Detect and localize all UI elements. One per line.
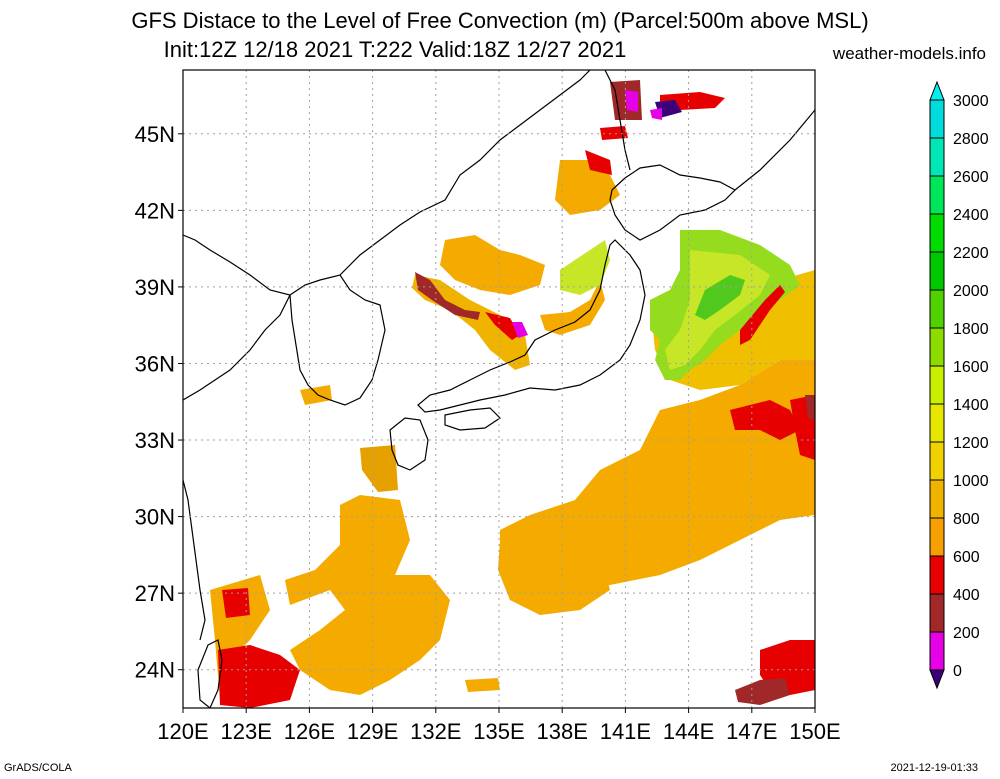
coast-kuril (734, 109, 815, 191)
shade-small-1 (465, 678, 500, 692)
colorbar-label: 1400 (953, 397, 989, 414)
colorbar-label: 2200 (953, 245, 989, 262)
colorbar: 0 200 400 600 800 1000 1200 1400 1600 1800 2000 220… (929, 80, 989, 690)
software-credit: GrADS/COLA (4, 762, 72, 774)
colorbar-bin (929, 175, 945, 215)
shade-magenta-soj (512, 322, 528, 338)
site-credit: weather-models.info (832, 44, 986, 63)
shade-green-honshu (560, 240, 610, 295)
coastlines (183, 70, 815, 708)
lat-tick-label: 24N (135, 658, 175, 683)
lon-tick-label: 138E (537, 719, 588, 744)
shade-south-band (285, 495, 450, 695)
colorbar-bin (929, 137, 945, 177)
coast-asia-mainland (183, 234, 291, 401)
shade-magenta-north (625, 90, 638, 112)
colorbar-bin (929, 327, 945, 367)
shade-small-2 (360, 445, 398, 492)
colorbar-label: 3000 (953, 93, 989, 110)
colorbar-label: 200 (953, 625, 980, 642)
colorbar-label: 2000 (953, 283, 989, 300)
shade-south-east (498, 530, 610, 615)
lat-tick-label: 42N (135, 198, 175, 223)
colorbar-label: 1200 (953, 435, 989, 452)
shade-red-north (585, 150, 612, 175)
lat-tick-label: 36N (135, 351, 175, 376)
lat-tick-label: 39N (135, 275, 175, 300)
axis-ticks: 24N 27N 30N 33N 36N 39N 42N 45N 120E 123E 126E 129E… (135, 122, 841, 744)
grid-lines (183, 70, 815, 708)
lon-tick-label: 129E (347, 719, 398, 744)
coast-hokkaido (609, 164, 736, 241)
shade-red-streak (740, 285, 785, 345)
colorbar-label: 1600 (953, 359, 989, 376)
coast-sakhalin (604, 70, 631, 171)
shade-brown-east (805, 395, 815, 420)
lon-tick-label: 123E (221, 719, 272, 744)
colorbar-label: 1800 (953, 321, 989, 338)
lon-tick-label: 135E (473, 719, 524, 744)
shade-sea-of-japan (440, 235, 545, 295)
lon-tick-label: 141E (600, 719, 651, 744)
lat-tick-label: 27N (135, 581, 175, 606)
colorbar-bin (929, 365, 945, 405)
colorbar-bin (929, 251, 945, 291)
colorbar-label: 2800 (953, 131, 989, 148)
shade-north-patch (555, 160, 620, 215)
lat-tick-label: 45N (135, 122, 175, 147)
coast-manchuria (339, 70, 591, 276)
shade-red-small (222, 588, 250, 618)
lat-tick-label: 33N (135, 428, 175, 453)
lon-tick-label: 147E (726, 719, 777, 744)
colorbar-label: 600 (953, 549, 980, 566)
lon-tick-label: 144E (663, 719, 714, 744)
colorbar-bin (929, 289, 945, 329)
colorbar-bin (929, 669, 945, 690)
coast-shikoku (444, 407, 501, 431)
coast-korea (289, 274, 386, 406)
colorbar-bin (929, 213, 945, 253)
timestamp: 2021-12-19-01:33 (890, 762, 978, 774)
lon-tick-label: 126E (284, 719, 335, 744)
shade-red-north-3 (600, 126, 628, 140)
shade-brown-streak-soj (415, 272, 480, 320)
colorbar-bin (929, 517, 945, 557)
coast-taiwan (197, 639, 223, 708)
colorbar-bin (929, 631, 945, 671)
colorbar-bin (929, 99, 945, 139)
colorbar-bin (929, 403, 945, 443)
shade-small-3 (300, 385, 332, 405)
colorbar-label: 0 (953, 663, 962, 680)
shade-honshu (540, 280, 605, 335)
colorbar-label: 800 (953, 511, 980, 528)
lon-tick-label: 132E (410, 719, 461, 744)
colorbar-bin (929, 555, 945, 595)
shade-red-taiwan (218, 645, 300, 708)
shade-brown-southeast (735, 678, 790, 705)
colorbar-label: 2400 (953, 207, 989, 224)
shade-red-streak-soj (485, 312, 520, 340)
colorbar-label: 2600 (953, 169, 989, 186)
colorbar-bin (929, 479, 945, 519)
lon-tick-label: 150E (789, 719, 840, 744)
coast-honshu (417, 239, 646, 413)
lat-tick-label: 30N (135, 505, 175, 530)
colorbar-label: 400 (953, 587, 980, 604)
map-subtitle: Init:12Z 12/18 2021 T:222 Valid:18Z 12/2… (163, 37, 627, 62)
colorbar-bin (929, 593, 945, 633)
colorbar-bin (929, 441, 945, 481)
map-title: GFS Distace to the Level of Free Convect… (131, 8, 869, 33)
shade-magenta-north-2 (650, 108, 662, 120)
lon-tick-label: 120E (157, 719, 208, 744)
shade-red-east-1 (730, 400, 800, 440)
coast-kyushu (389, 417, 429, 471)
coast-china-south (183, 479, 206, 641)
lfc-shading (210, 80, 815, 708)
colorbar-bin (929, 80, 945, 101)
colorbar-label: 1000 (953, 473, 989, 490)
shade-region-green-inner (695, 275, 745, 320)
